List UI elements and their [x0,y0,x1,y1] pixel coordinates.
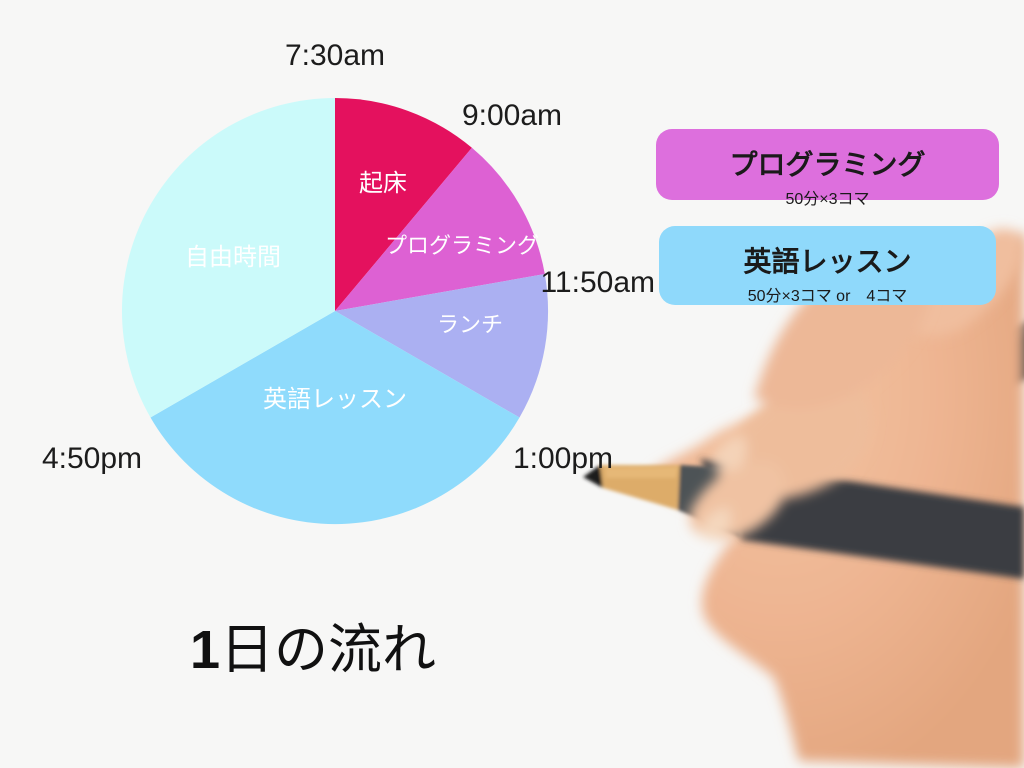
svg-text:11:50am: 11:50am [540,266,655,299]
svg-text:英語レッスン: 英語レッスン [263,386,407,413]
svg-text:起床: 起床 [359,170,407,197]
svg-text:自由時間: 自由時間 [185,244,281,271]
svg-text:1:00pm: 1:00pm [513,442,613,475]
svg-text:7:30am: 7:30am [285,39,385,72]
svg-text:9:00am: 9:00am [462,99,562,132]
svg-text:4:50pm: 4:50pm [42,442,142,475]
svg-text:ランチ: ランチ [437,312,503,337]
svg-text:プログラミング: プログラミング [385,233,539,258]
